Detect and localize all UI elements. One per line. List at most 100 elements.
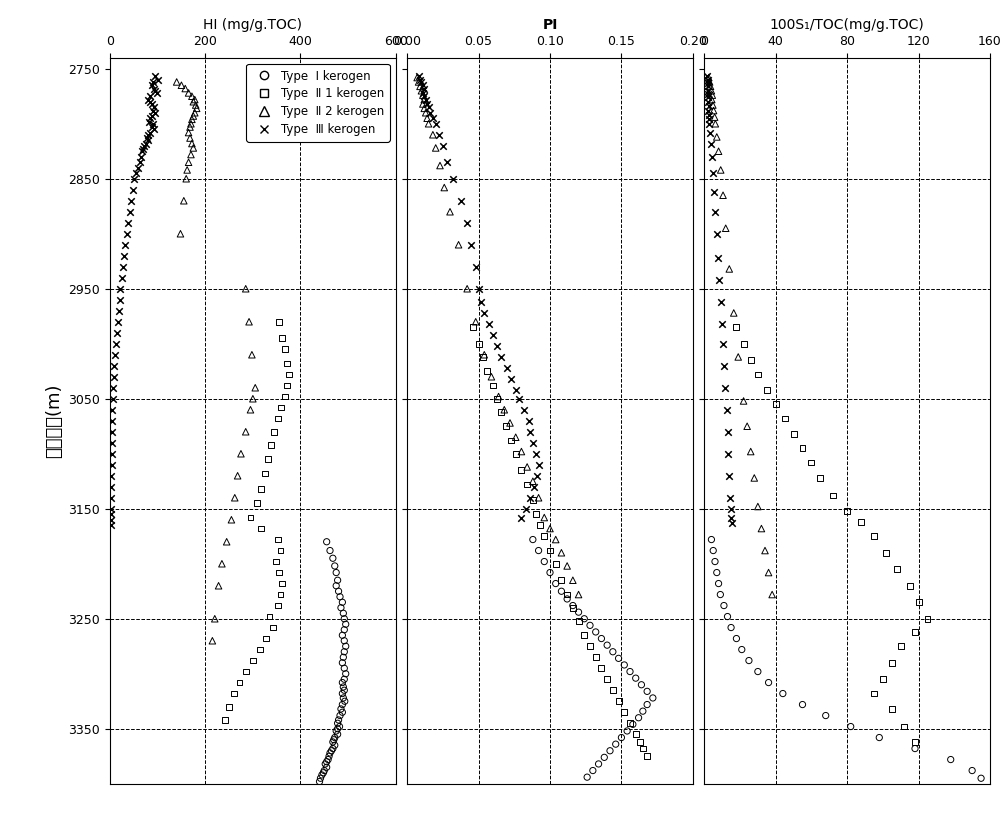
Point [701,117,717,130]
Legend: Type  Ⅰ kerogen, Type  Ⅱ 1 kerogen, Type  Ⅱ 2 kerogen, Type  Ⅲ kerogen: Type Ⅰ kerogen, Type Ⅱ 1 kerogen, Type Ⅱ… [246,64,390,142]
Point [184,113,200,126]
Point [279,379,295,392]
Point [245,392,261,405]
Point [182,131,198,144]
Point [907,625,923,639]
Point [332,590,348,603]
Point [463,238,479,252]
Point [263,438,279,451]
Point [242,511,258,524]
Point [465,321,481,334]
Point [631,711,647,724]
Point [707,205,723,219]
Point [142,126,158,139]
Point [323,744,339,757]
Point [144,78,160,92]
Point [705,544,721,557]
Point [700,95,716,108]
Point [105,381,121,394]
Y-axis label: 埋藏深度(m): 埋藏深度(m) [45,384,63,458]
Point [338,618,354,631]
Point [525,533,541,546]
Point [337,695,353,708]
Point [431,128,447,141]
Point [238,282,254,295]
Point [327,731,343,744]
Point [503,434,519,447]
Point [244,348,260,361]
Point [728,632,744,645]
Point [204,634,220,648]
Point [320,753,336,766]
Point [130,161,146,174]
Point [739,420,755,433]
Point [632,735,648,748]
Point [707,117,723,130]
Point [596,751,612,764]
Point [622,665,638,678]
Point [498,420,514,433]
Point [317,757,333,771]
Point [336,623,352,636]
Point [139,131,155,144]
Point [536,511,552,524]
Point [536,555,552,568]
Point [177,82,193,95]
Point [496,403,512,417]
Point [335,651,351,664]
Point [703,137,719,150]
Point [714,318,730,331]
Point [473,295,489,309]
Point [184,137,200,150]
Point [338,667,354,681]
Point [786,427,802,441]
Point [331,585,347,598]
Point [273,401,289,414]
Point [147,84,163,97]
Point [559,559,575,573]
Point [105,392,121,405]
Point [271,566,287,579]
Point [588,651,604,664]
Point [415,78,431,92]
Point [768,398,784,411]
Point [128,167,144,180]
Point [706,104,722,117]
Point [142,95,158,108]
Point [639,698,655,711]
Point [123,194,139,207]
Point [489,392,505,405]
Point [277,390,293,403]
Point [327,738,343,752]
Point [140,93,156,106]
Point [319,761,335,774]
Point [189,101,205,115]
Point [700,104,716,117]
Point [253,522,269,535]
Point [750,500,766,513]
Point [332,709,348,722]
Point [700,84,716,97]
X-axis label: 100S₁/TOC(mg/g.TOC): 100S₁/TOC(mg/g.TOC) [770,18,925,32]
Point [582,639,598,653]
Point [508,384,524,397]
Point [911,596,927,609]
Point [920,612,936,625]
Point [479,365,495,378]
Point [907,735,923,748]
Point [503,372,519,385]
Point [871,731,887,744]
Point [764,588,780,601]
Point [428,141,444,154]
Point [411,75,427,88]
Point [519,460,535,474]
Point [270,599,286,612]
Point [145,104,161,117]
Point [518,502,534,516]
Point [185,95,201,108]
Point [730,351,746,364]
Point [736,337,752,351]
Point [146,123,162,136]
Point [271,315,287,328]
Point [528,507,544,521]
